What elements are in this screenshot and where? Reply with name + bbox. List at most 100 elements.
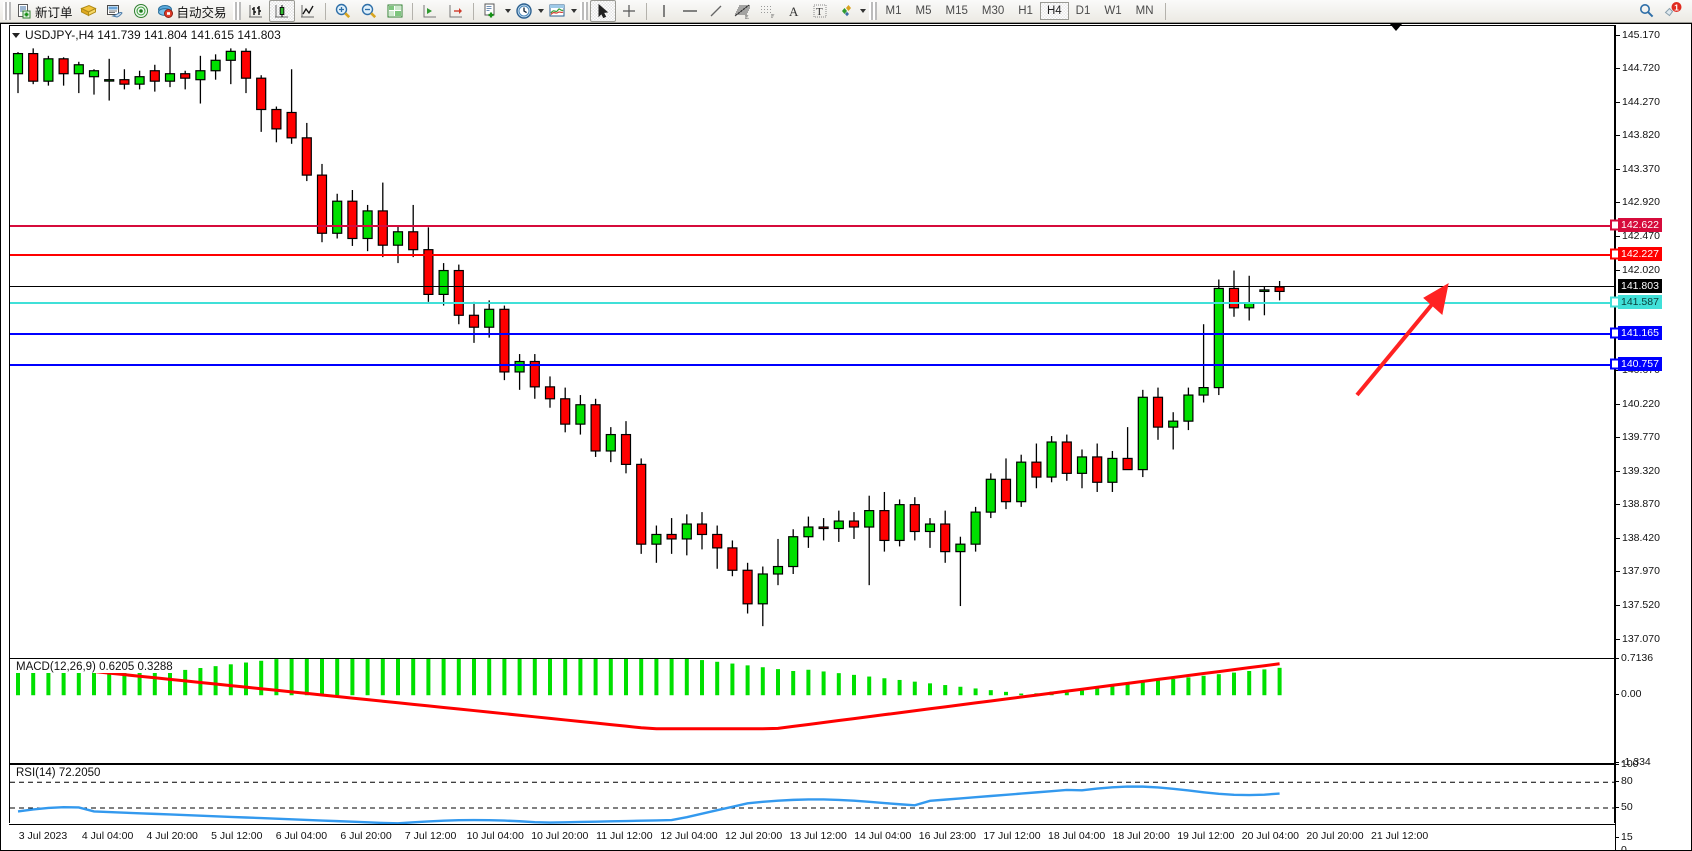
templates-dropdown-caret[interactable] bbox=[570, 9, 577, 13]
price-level-label[interactable]: 140.757 bbox=[1618, 356, 1662, 371]
period-button[interactable] bbox=[511, 0, 537, 22]
channel-button[interactable]: F bbox=[755, 0, 781, 22]
data-window-button[interactable] bbox=[382, 0, 408, 22]
timeframe-m1[interactable]: M1 bbox=[885, 5, 902, 17]
fibonacci-button[interactable]: E bbox=[729, 0, 755, 22]
price-tick: 137.520 bbox=[1616, 599, 1660, 611]
terminal-icon bbox=[107, 5, 123, 18]
price-level-label[interactable]: 141.587 bbox=[1618, 294, 1662, 309]
time-scale[interactable]: 3 Jul 2023 4 Jul 04:00 4 Jul 20:00 5 Jul 12… bbox=[9, 824, 1615, 849]
macd-pane[interactable]: MACD(12,26,9) 0.6205 0.3288 bbox=[10, 658, 1614, 764]
chart-shift-button[interactable] bbox=[443, 0, 469, 22]
text-icon: A bbox=[789, 4, 799, 19]
indicators-button[interactable] bbox=[478, 0, 504, 22]
bar-chart-button[interactable] bbox=[243, 0, 269, 22]
indicators-icon bbox=[484, 3, 495, 18]
toolbar-grip-periods[interactable] bbox=[868, 2, 877, 20]
macd-label: MACD(12,26,9) 0.6205 0.3288 bbox=[14, 661, 175, 673]
timeframe-w1[interactable]: W1 bbox=[1104, 5, 1122, 17]
timeframe-h1[interactable]: H1 bbox=[1018, 5, 1033, 17]
templates-button[interactable] bbox=[544, 0, 570, 22]
indicators-dropdown-caret[interactable] bbox=[504, 9, 511, 13]
symbol-header: USDJPY-,H4 141.739 141.804 141.615 141.8… bbox=[12, 28, 281, 42]
svg-text:F: F bbox=[771, 14, 775, 20]
bullish-arrow-annotation[interactable] bbox=[10, 26, 1614, 656]
candlestick-chart-button[interactable] bbox=[268, 0, 295, 22]
zoom-out-icon bbox=[361, 3, 376, 19]
level-line-142622[interactable] bbox=[10, 224, 1614, 227]
price-tick: 138.420 bbox=[1616, 532, 1660, 544]
timeframe-m30[interactable]: M30 bbox=[981, 5, 1005, 17]
candlestick-series bbox=[12, 46, 1285, 627]
timeframe-h4[interactable]: H4 bbox=[1039, 2, 1069, 20]
time-tick: 13 Jul 12:00 bbox=[789, 830, 847, 842]
objects-dropdown-caret[interactable] bbox=[859, 9, 866, 13]
zoom-in-button[interactable] bbox=[330, 0, 356, 22]
text-button[interactable]: A bbox=[781, 0, 807, 22]
level-line-141587[interactable] bbox=[10, 301, 1614, 304]
toolbar-grip-charts[interactable] bbox=[232, 2, 241, 20]
hline-icon bbox=[682, 10, 697, 12]
horizontal-line-button[interactable] bbox=[677, 0, 703, 22]
new-order-icon bbox=[18, 4, 31, 19]
navigator-button[interactable] bbox=[128, 0, 154, 22]
price-tick: 139.320 bbox=[1616, 465, 1660, 477]
price-scale[interactable]: 145.170 144.720 144.270 143.820 143.370 142.9… bbox=[1610, 25, 1690, 823]
price-level-label[interactable]: 141.803 bbox=[1618, 278, 1662, 293]
time-tick: 19 Jul 12:00 bbox=[1177, 830, 1235, 842]
price-tick: 137.070 bbox=[1616, 633, 1660, 645]
price-tick: 143.370 bbox=[1616, 163, 1660, 175]
time-tick: 11 Jul 12:00 bbox=[596, 830, 653, 842]
zoom-in-icon bbox=[335, 3, 350, 19]
price-level-label[interactable]: 142.227 bbox=[1618, 247, 1662, 262]
price-tick: 142.470 bbox=[1616, 230, 1660, 242]
trendline-button[interactable] bbox=[703, 0, 729, 22]
new-order-button[interactable]: 新订单 bbox=[13, 0, 76, 22]
svg-text:A: A bbox=[789, 4, 799, 19]
alerts-button[interactable]: 1 bbox=[1660, 0, 1686, 22]
timeframe-m5[interactable]: M5 bbox=[915, 5, 932, 17]
line-chart-button[interactable] bbox=[295, 0, 321, 22]
chart-menu-caret-icon[interactable] bbox=[12, 32, 20, 38]
rsi-tick: 100 bbox=[1616, 758, 1639, 770]
fibo-icon: E bbox=[734, 4, 750, 20]
price-tick: 140.220 bbox=[1616, 398, 1660, 410]
candlestick-chart-icon bbox=[274, 5, 288, 18]
time-tick: 4 Jul 04:00 bbox=[81, 830, 134, 842]
timeframe-mn[interactable]: MN bbox=[1135, 5, 1154, 17]
price-level-label[interactable]: 142.622 bbox=[1618, 217, 1662, 232]
crosshair-icon bbox=[622, 5, 635, 17]
toolbar-separator-3 bbox=[472, 2, 474, 20]
timeframe-d1[interactable]: D1 bbox=[1075, 5, 1091, 17]
wallet-icon bbox=[80, 4, 97, 17]
price-pane[interactable] bbox=[10, 26, 1614, 656]
level-line-140757[interactable] bbox=[10, 363, 1614, 366]
search-button[interactable] bbox=[1634, 0, 1660, 22]
cursor-button[interactable] bbox=[589, 0, 616, 22]
toolbar-grip-standard[interactable] bbox=[3, 2, 11, 20]
period-dropdown-caret[interactable] bbox=[537, 9, 544, 13]
objects-button[interactable] bbox=[833, 0, 859, 22]
new-order-label: 新订单 bbox=[35, 5, 73, 20]
text-label-button[interactable]: T bbox=[807, 0, 833, 22]
timeframe-m15[interactable]: M15 bbox=[945, 5, 968, 17]
clock-icon bbox=[515, 3, 532, 19]
toolbar-grip-linestudies[interactable] bbox=[579, 2, 588, 20]
terminal-button[interactable] bbox=[102, 0, 128, 22]
price-tick: 145.170 bbox=[1616, 29, 1660, 41]
time-tick: 14 Jul 04:00 bbox=[854, 830, 912, 842]
macd-scale: 0.7136 0.00 -1.334 bbox=[1615, 652, 1690, 768]
scroll-end-button[interactable] bbox=[417, 0, 443, 22]
crosshair-button[interactable] bbox=[616, 0, 642, 22]
bar-chart-icon bbox=[248, 5, 262, 18]
line-chart-icon bbox=[300, 5, 314, 18]
zoom-out-button[interactable] bbox=[356, 0, 382, 22]
autotrading-button[interactable]: 自动交易 bbox=[154, 0, 230, 22]
time-tick: 7 Jul 12:00 bbox=[404, 830, 457, 842]
vertical-line-button[interactable] bbox=[651, 0, 677, 22]
level-line-141165[interactable] bbox=[10, 333, 1614, 336]
level-line-142227[interactable] bbox=[10, 254, 1614, 257]
price-level-label[interactable]: 141.165 bbox=[1618, 326, 1662, 341]
chart-window[interactable]: USDJPY-,H4 141.739 141.804 141.615 141.8… bbox=[0, 23, 1692, 851]
wallet-button[interactable] bbox=[76, 0, 102, 22]
